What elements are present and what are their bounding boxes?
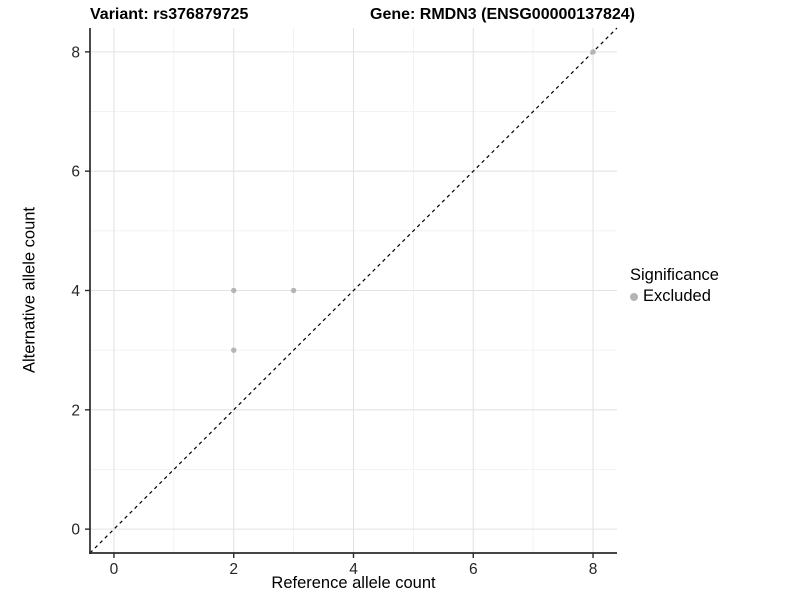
x-tick-label: 2 (229, 561, 238, 578)
variant-title: Variant: rs376879725 (90, 6, 249, 23)
y-axis-title: Alternative allele count (20, 206, 39, 374)
x-tick-label: 8 (589, 561, 598, 578)
data-point (231, 287, 237, 294)
identity-dashed-line (89, 27, 618, 554)
y-tick-label: 0 (71, 522, 80, 539)
gene-title: Gene: RMDN3 (ENSG00000137824) (370, 6, 636, 23)
y-tick-label: 4 (71, 283, 80, 300)
legend-entry-label: Excluded (643, 287, 711, 305)
x-tick-label: 6 (469, 561, 478, 578)
x-tick-label: 0 (110, 561, 119, 578)
y-tick-label: 2 (71, 402, 80, 419)
data-point (290, 287, 297, 294)
x-tick-label: 4 (349, 561, 358, 578)
y-tick-label: 8 (71, 44, 80, 61)
data-point (590, 49, 596, 55)
legend-entry-excluded: Excluded (630, 287, 719, 306)
legend: Significance Excluded (630, 266, 719, 306)
excluded-point-icon (630, 292, 638, 301)
x-axis-title: Reference allele count (271, 574, 436, 592)
data-point (231, 347, 237, 353)
legend-title: Significance (630, 266, 719, 284)
y-tick-label: 6 (71, 164, 80, 181)
